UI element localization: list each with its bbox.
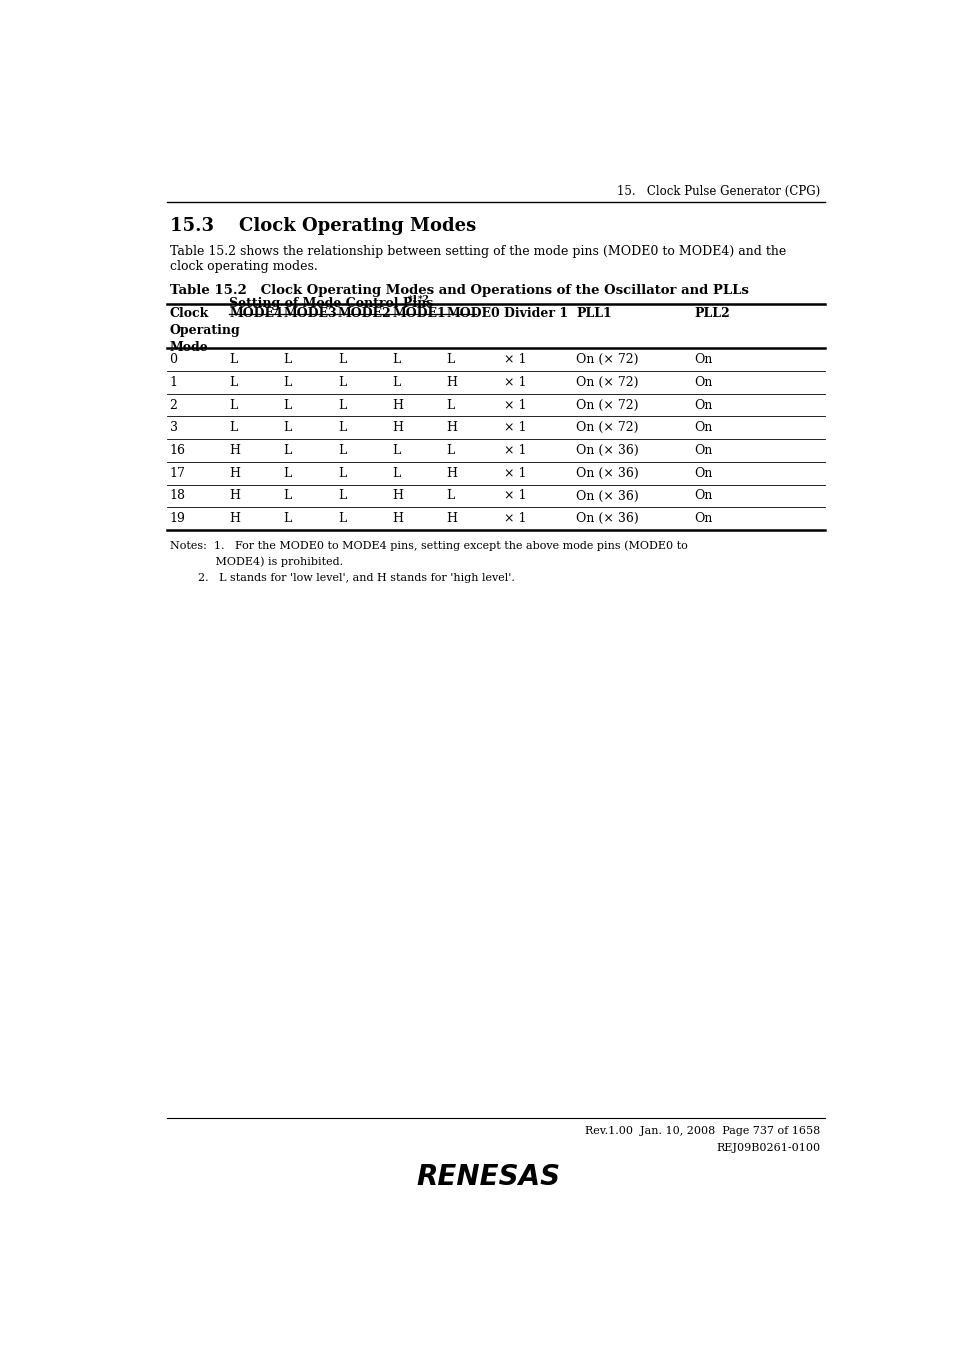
Text: × 1: × 1 <box>504 398 526 412</box>
Text: H: H <box>446 421 456 435</box>
Text: L: L <box>337 354 346 366</box>
Text: L: L <box>283 354 292 366</box>
Text: H: H <box>446 467 456 479</box>
Text: L: L <box>392 354 400 366</box>
Text: L: L <box>337 467 346 479</box>
Text: L: L <box>283 375 292 389</box>
Text: Table 15.2   Clock Operating Modes and Operations of the Oscillator and PLLs: Table 15.2 Clock Operating Modes and Ope… <box>170 284 748 297</box>
Text: L: L <box>337 512 346 525</box>
Text: 15.   Clock Pulse Generator (CPG): 15. Clock Pulse Generator (CPG) <box>617 185 820 198</box>
Text: H: H <box>229 490 240 502</box>
Text: On (× 36): On (× 36) <box>576 512 639 525</box>
Text: L: L <box>446 444 454 458</box>
Text: On: On <box>694 512 712 525</box>
Text: L: L <box>229 398 237 412</box>
Text: On: On <box>694 354 712 366</box>
Text: L: L <box>283 512 292 525</box>
Text: 15.3    Clock Operating Modes: 15.3 Clock Operating Modes <box>170 217 476 235</box>
Text: MODE1: MODE1 <box>392 306 445 320</box>
Text: On: On <box>694 490 712 502</box>
Text: MODE4) is prohibited.: MODE4) is prohibited. <box>170 556 342 567</box>
Text: × 1: × 1 <box>504 421 526 435</box>
Text: L: L <box>446 398 454 412</box>
Text: On (× 36): On (× 36) <box>576 444 639 458</box>
Text: Clock
Operating
Mode: Clock Operating Mode <box>170 306 240 354</box>
Text: 16: 16 <box>170 444 186 458</box>
Text: On (× 72): On (× 72) <box>576 398 639 412</box>
Text: On: On <box>694 421 712 435</box>
Text: On (× 36): On (× 36) <box>576 467 639 479</box>
Text: L: L <box>229 375 237 389</box>
Text: Divider 1: Divider 1 <box>504 306 568 320</box>
Text: × 1: × 1 <box>504 467 526 479</box>
Text: H: H <box>229 444 240 458</box>
Text: × 1: × 1 <box>504 490 526 502</box>
Text: MODE3: MODE3 <box>283 306 336 320</box>
Text: L: L <box>392 375 400 389</box>
Text: On: On <box>694 398 712 412</box>
Text: 2: 2 <box>170 398 177 412</box>
Text: H: H <box>392 398 402 412</box>
Text: × 1: × 1 <box>504 375 526 389</box>
Text: L: L <box>283 444 292 458</box>
Text: *1*2: *1*2 <box>407 296 429 305</box>
Text: PLL2: PLL2 <box>694 306 729 320</box>
Text: H: H <box>392 490 402 502</box>
Text: On (× 72): On (× 72) <box>576 375 639 389</box>
Text: L: L <box>337 444 346 458</box>
Text: RENESAS: RENESAS <box>416 1162 560 1191</box>
Text: L: L <box>446 354 454 366</box>
Text: L: L <box>283 421 292 435</box>
Text: L: L <box>283 467 292 479</box>
Text: Setting of Mode Control Pins: Setting of Mode Control Pins <box>229 297 433 310</box>
Text: H: H <box>446 375 456 389</box>
Text: × 1: × 1 <box>504 354 526 366</box>
Text: 0: 0 <box>170 354 177 366</box>
Text: L: L <box>337 398 346 412</box>
Text: MODE0: MODE0 <box>446 306 499 320</box>
Text: H: H <box>392 421 402 435</box>
Text: On: On <box>694 444 712 458</box>
Text: × 1: × 1 <box>504 512 526 525</box>
Text: H: H <box>229 467 240 479</box>
Text: MODE2: MODE2 <box>337 306 391 320</box>
Text: 3: 3 <box>170 421 177 435</box>
Text: On: On <box>694 467 712 479</box>
Text: MODE4: MODE4 <box>229 306 283 320</box>
Text: Rev.1.00  Jan. 10, 2008  Page 737 of 1658: Rev.1.00 Jan. 10, 2008 Page 737 of 1658 <box>585 1126 820 1137</box>
Text: L: L <box>392 467 400 479</box>
Text: H: H <box>392 512 402 525</box>
Text: L: L <box>446 490 454 502</box>
Text: Table 15.2 shows the relationship between setting of the mode pins (MODE0 to MOD: Table 15.2 shows the relationship betwee… <box>170 246 785 258</box>
Text: L: L <box>229 354 237 366</box>
Text: L: L <box>283 398 292 412</box>
Text: 18: 18 <box>170 490 186 502</box>
Text: L: L <box>229 421 237 435</box>
Text: On (× 72): On (× 72) <box>576 354 639 366</box>
Text: 17: 17 <box>170 467 185 479</box>
Text: H: H <box>229 512 240 525</box>
Text: clock operating modes.: clock operating modes. <box>170 259 317 273</box>
Text: Notes:  1.   For the MODE0 to MODE4 pins, setting except the above mode pins (MO: Notes: 1. For the MODE0 to MODE4 pins, s… <box>170 541 687 551</box>
Text: REJ09B0261-0100: REJ09B0261-0100 <box>716 1143 820 1153</box>
Text: H: H <box>446 512 456 525</box>
Text: L: L <box>283 490 292 502</box>
Text: 1: 1 <box>170 375 177 389</box>
Text: L: L <box>392 444 400 458</box>
Text: L: L <box>337 375 346 389</box>
Text: On: On <box>694 375 712 389</box>
Text: L: L <box>337 490 346 502</box>
Text: On (× 72): On (× 72) <box>576 421 639 435</box>
Text: 19: 19 <box>170 512 185 525</box>
Text: × 1: × 1 <box>504 444 526 458</box>
Text: 2.   L stands for 'low level', and H stands for 'high level'.: 2. L stands for 'low level', and H stand… <box>170 574 514 583</box>
Text: PLL1: PLL1 <box>576 306 612 320</box>
Text: L: L <box>337 421 346 435</box>
Text: On (× 36): On (× 36) <box>576 490 639 502</box>
